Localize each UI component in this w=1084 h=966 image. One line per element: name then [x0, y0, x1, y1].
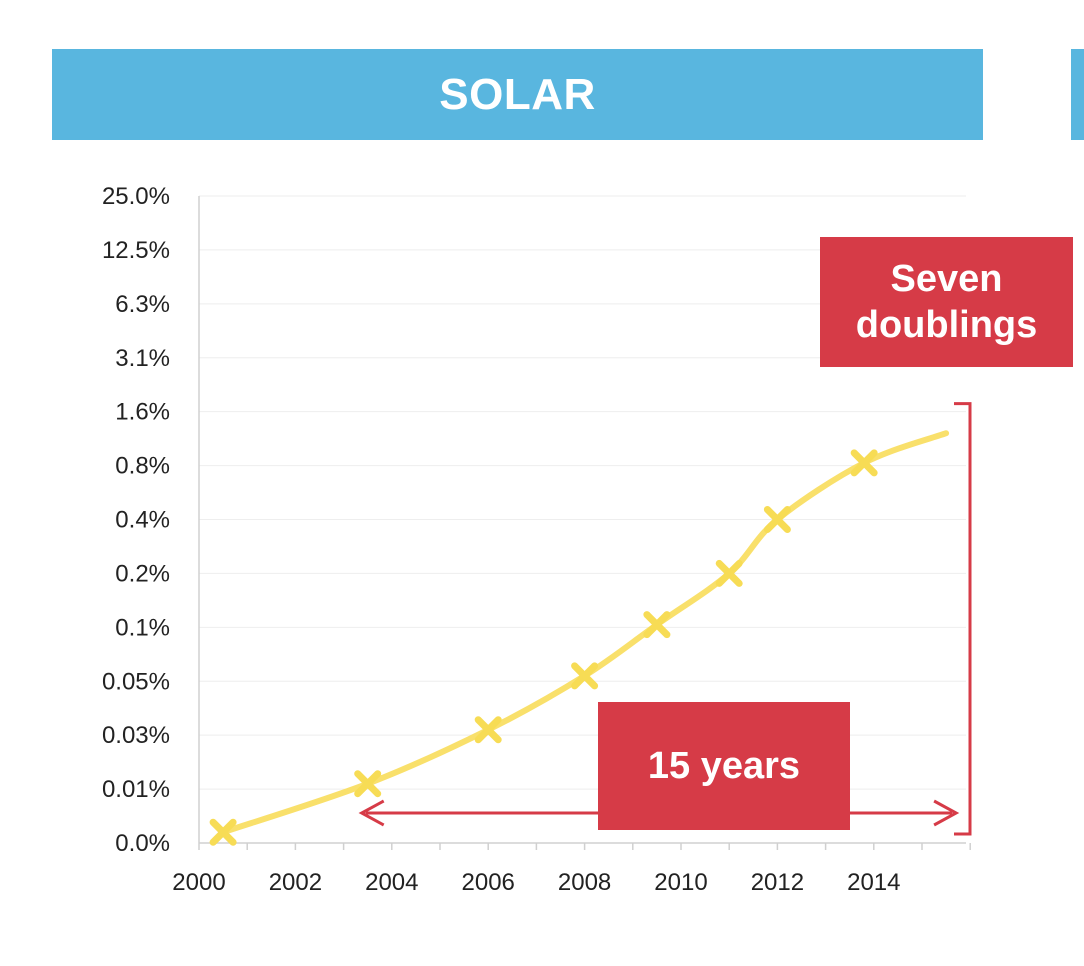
- marker-stroke: [850, 449, 878, 477]
- x-tick-label: 2006: [462, 869, 515, 896]
- data-point-marker: [354, 770, 382, 798]
- y-tick-label: 25.0%: [102, 183, 170, 210]
- data-point-marker: [850, 449, 878, 477]
- fifteen-years-callout: 15 years: [598, 702, 850, 830]
- x-tick-label: 2010: [654, 869, 707, 896]
- y-tick-label: 0.2%: [115, 560, 170, 587]
- y-tick-label: 3.1%: [115, 345, 170, 372]
- y-tick-label: 6.3%: [115, 291, 170, 318]
- y-tick-label: 0.05%: [102, 668, 170, 695]
- y-axis-tick-labels: 0.0% 0.01% 0.03% 0.05% 0.1% 0.2% 0.4% 0.8% 1.6% 3…: [102, 183, 170, 857]
- data-point-marker: [474, 716, 502, 744]
- axes: [198, 196, 971, 850]
- data-point-marker: [715, 559, 743, 587]
- fifteen-years-label: 15 years: [647, 744, 801, 787]
- years-arrow-head-right: [933, 799, 960, 827]
- y-tick-label: 0.0%: [115, 830, 170, 857]
- x-tick-label: 2004: [365, 869, 418, 896]
- adjacent-panel-banner-edge: [1071, 49, 1084, 140]
- series-solar: [209, 430, 950, 846]
- marker-stroke: [354, 770, 382, 798]
- x-tick-label: 2012: [751, 869, 804, 896]
- marker-stroke: [763, 506, 791, 533]
- y-tick-label: 1.6%: [115, 399, 170, 426]
- y-tick-label: 0.1%: [115, 614, 170, 641]
- marker-stroke: [715, 559, 743, 587]
- chart-title-banner: SOLAR: [52, 49, 983, 140]
- x-tick-label: 2000: [172, 869, 225, 896]
- years-arrow-head-left: [358, 799, 385, 827]
- chart-title: SOLAR: [439, 69, 596, 119]
- y-tick-label: 0.4%: [115, 507, 170, 534]
- marker-stroke: [643, 611, 671, 639]
- x-axis-tick-labels: 2000 2002 2004 2006 2008 2010 2012 2014: [172, 869, 900, 896]
- x-tick-label: 2014: [847, 869, 900, 896]
- x-tick-label: 2002: [269, 869, 322, 896]
- marker-stroke: [571, 662, 599, 690]
- x-tick-label: 2008: [558, 869, 611, 896]
- data-point-marker: [571, 662, 599, 690]
- seven-doublings-label: Seven doublings: [855, 258, 1038, 346]
- data-point-marker: [643, 611, 671, 639]
- data-point-marker: [763, 506, 791, 533]
- y-tick-label: 0.8%: [115, 453, 170, 480]
- doublings-bracket: [954, 402, 972, 836]
- marker-stroke: [474, 716, 502, 744]
- y-tick-label: 0.03%: [102, 722, 170, 749]
- seven-doublings-callout: Seven doublings: [820, 237, 1073, 367]
- y-tick-label: 12.5%: [102, 237, 170, 264]
- y-tick-label: 0.01%: [102, 776, 170, 803]
- marker-stroke: [209, 818, 237, 846]
- data-point-marker: [209, 818, 237, 846]
- series-line: [220, 430, 950, 836]
